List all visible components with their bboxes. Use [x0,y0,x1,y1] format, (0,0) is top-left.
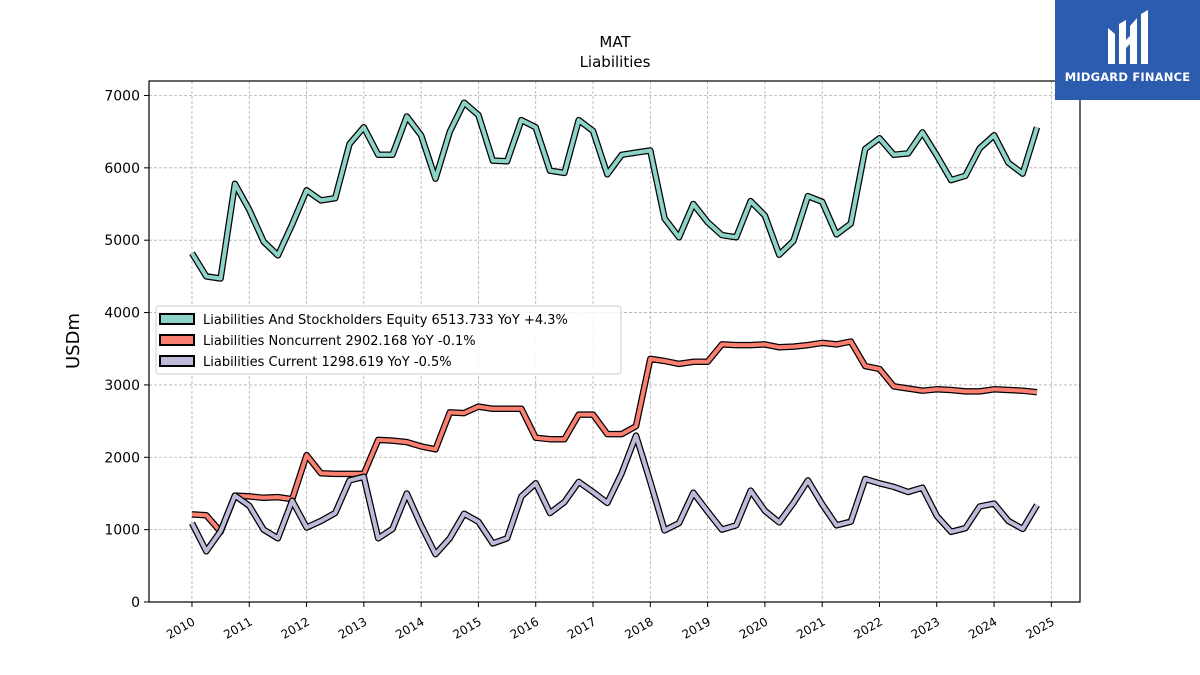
series-line-1 [191,339,1038,534]
x-axis-ticks: 2010 2011 2012 2013 2014 2015 2016 2017 2018 2019… [164,602,1057,642]
x-tick-label: 2013 [336,614,369,641]
x-tick-label: 2010 [164,614,197,641]
x-tick-label: 2017 [565,614,598,641]
series-outline-0 [189,99,1041,282]
legend-label: Liabilities Current 1298.619 YoY -0.5% [203,355,452,370]
x-tick-label: 2020 [737,614,770,641]
y-axis-label: USDm [63,313,84,369]
legend-label: Liabilities And Stockholders Equity 6513… [203,313,568,328]
legend-swatch [159,334,195,346]
legend-swatch [159,355,195,367]
legend: Liabilities And Stockholders Equity 6513… [155,305,622,375]
y-tick-label: 0 [131,595,140,611]
brand-logo: MIDGARD FINANCE [1055,0,1200,100]
series-line-0 [190,100,1039,281]
series-outline-2 [189,432,1040,558]
series-lines [189,99,1041,558]
x-tick-label: 2015 [450,614,483,641]
brand-mark-icon [1108,10,1148,64]
x-tick-label: 2012 [279,614,312,641]
y-tick-label: 1000 [104,523,140,539]
x-tick-label: 2022 [852,614,885,641]
y-tick-label: 3000 [104,378,140,394]
x-tick-label: 2016 [508,614,541,641]
legend-box [155,305,622,375]
series-line-2 [190,433,1039,557]
x-tick-label: 2025 [1023,614,1056,641]
x-tick-label: 2021 [794,614,827,641]
x-tick-label: 2024 [966,614,999,641]
chart-title: MAT [599,33,631,51]
y-tick-label: 6000 [104,161,140,177]
x-tick-label: 2011 [221,614,254,641]
y-axis-ticks: 0 1000 2000 3000 4000 5000 6000 7000 [104,88,149,611]
y-tick-label: 2000 [104,450,140,466]
x-tick-label: 2023 [909,614,942,641]
y-tick-label: 5000 [104,233,140,249]
legend-label: Liabilities Noncurrent 2902.168 YoY -0.1… [203,334,476,349]
x-tick-label: 2018 [622,614,655,641]
y-tick-label: 7000 [104,88,140,104]
plot-frame [148,80,1081,603]
y-tick-label: 4000 [104,306,140,322]
legend-swatch [159,313,195,325]
x-tick-label: 2014 [393,614,426,641]
brand-name: MIDGARD FINANCE [1064,70,1191,84]
chart-subtitle: Liabilities [580,53,651,71]
x-tick-label: 2019 [680,614,713,641]
